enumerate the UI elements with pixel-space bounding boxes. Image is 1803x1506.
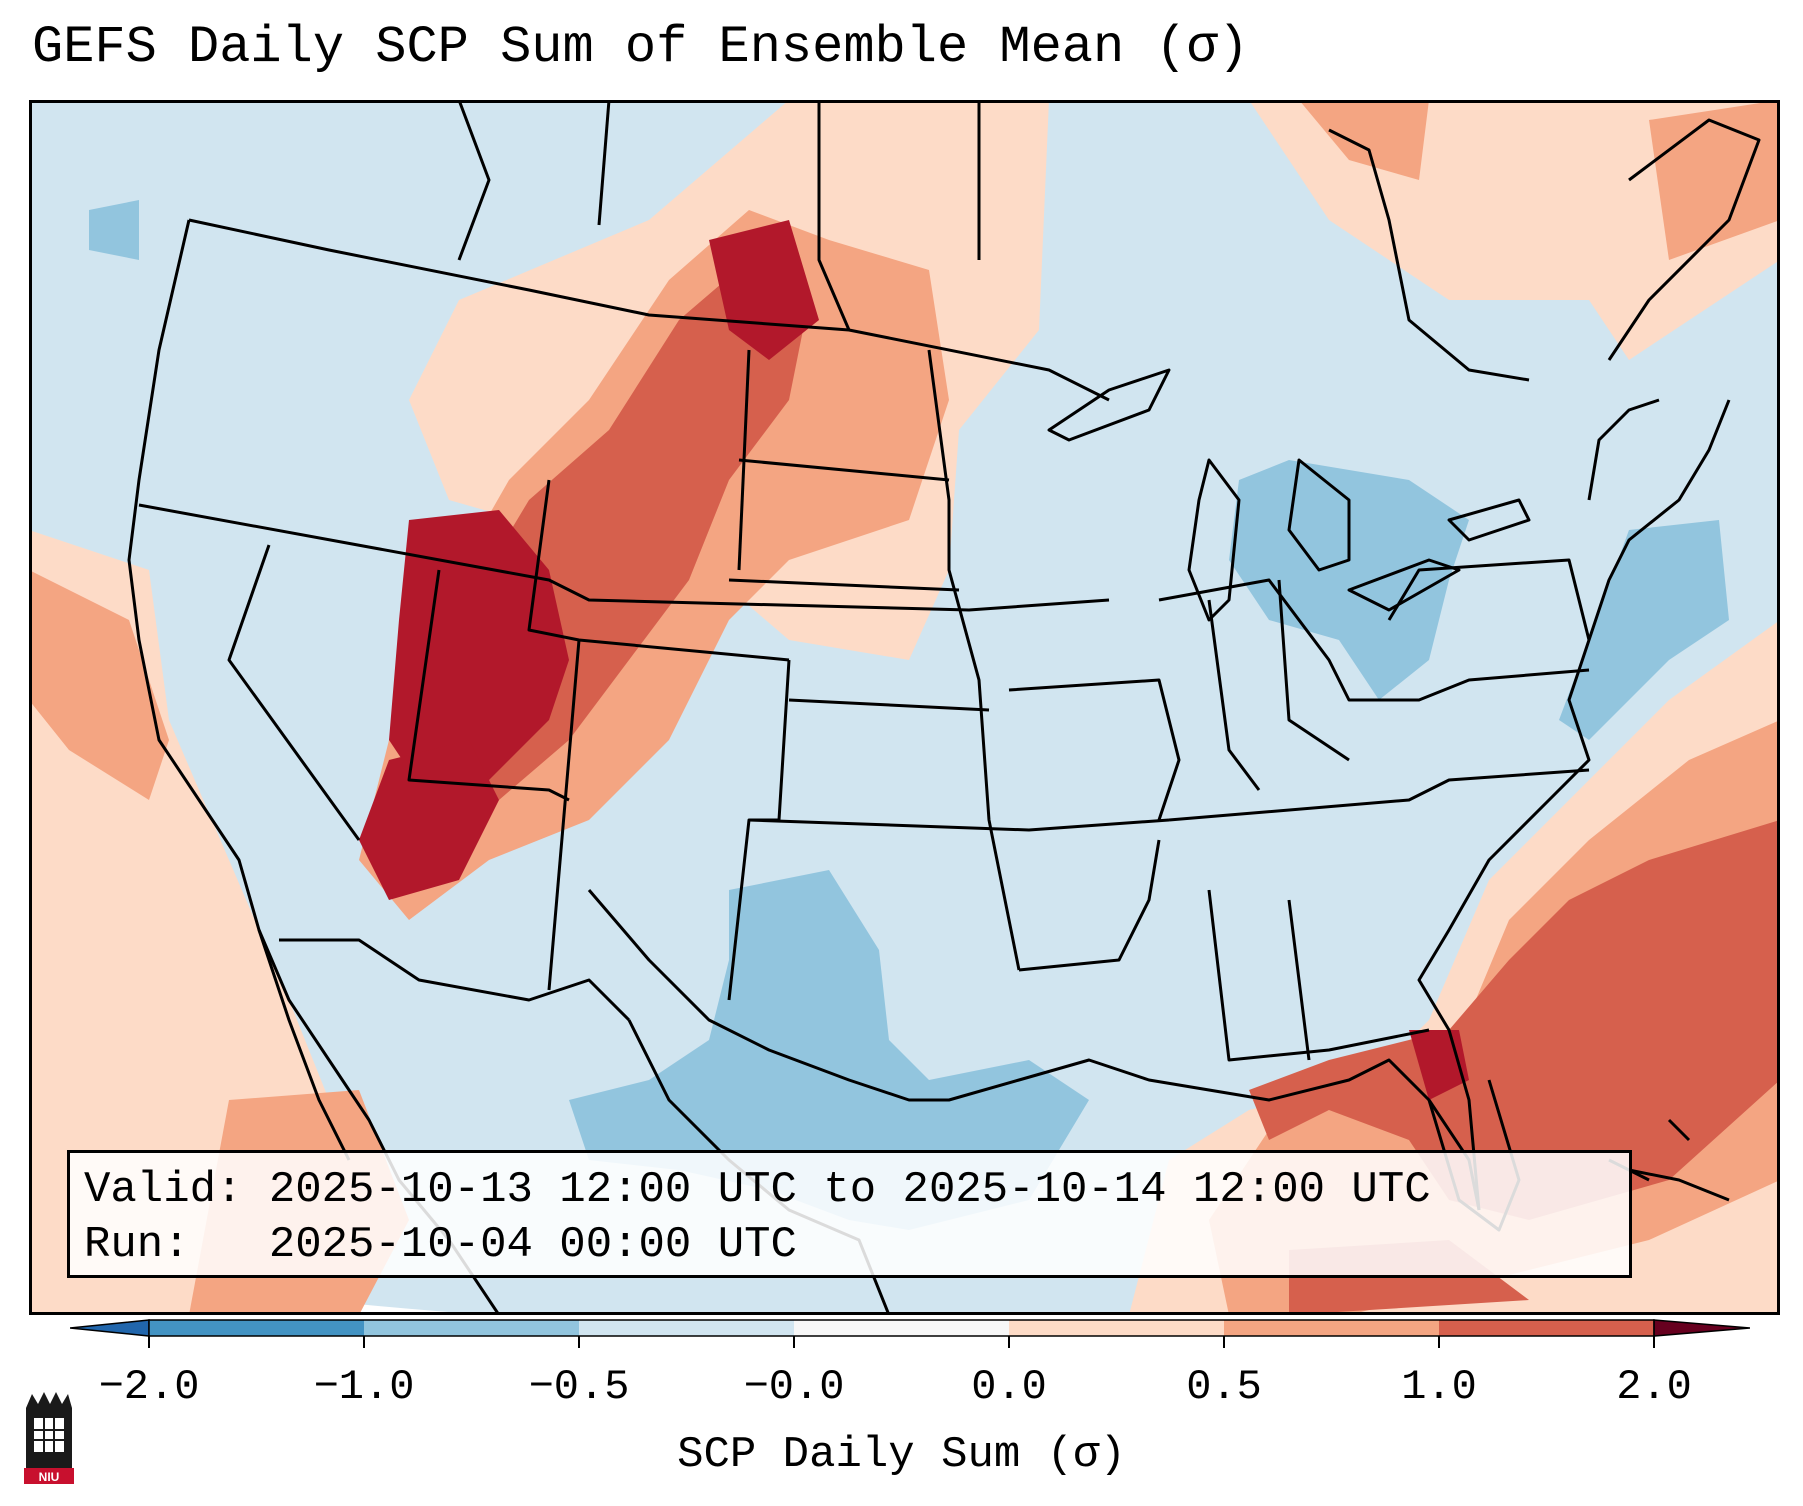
logo-text: NIU	[39, 1470, 60, 1484]
anomaly-field-atlantic-blue	[1559, 520, 1729, 740]
colorbar-tick-label: 2.0	[1616, 1363, 1692, 1411]
colorbar-tick-label: 0.5	[1186, 1363, 1262, 1411]
us-canada-border	[188, 218, 1110, 402]
chart-title: GEFS Daily SCP Sum of Ensemble Mean (σ)	[32, 18, 1249, 77]
anomaly-field-pacific-blue	[89, 200, 139, 260]
colorbar-segment	[1009, 1320, 1224, 1336]
anomaly-field-pacific-mid	[29, 570, 169, 800]
canada-line-b	[597, 100, 611, 226]
state-line-utah	[407, 569, 570, 802]
colorbar-extend-low	[70, 1319, 150, 1337]
colorbar-tick-label: −1.0	[313, 1363, 415, 1411]
state-line-az-nm	[547, 639, 581, 991]
state-line-tn	[1168, 768, 1590, 822]
state-line-ny	[1587, 398, 1660, 501]
lake-superior	[1047, 368, 1171, 442]
valid-value: 2025-10-13 12:00 UTC to 2025-10-14 12:00…	[268, 1165, 1431, 1215]
lake-ontario	[1447, 498, 1531, 542]
gulf-coastline	[587, 889, 1481, 1211]
east-coastline	[1417, 399, 1731, 1211]
state-line-nevada	[227, 544, 361, 841]
colorbar	[70, 1319, 1750, 1348]
run-label: Run:	[84, 1220, 190, 1270]
state-line-a	[138, 503, 1110, 612]
state-line-la	[1018, 839, 1161, 972]
lake-michigan	[1187, 458, 1241, 622]
bahamas-b	[1667, 1118, 1691, 1142]
run-value: 2025-10-04 00:00 UTC	[268, 1220, 797, 1270]
state-line-il-in	[1207, 599, 1261, 791]
state-line-ks	[788, 698, 990, 712]
valid-label: Valid:	[84, 1165, 243, 1215]
anomaly-field-hudson	[1299, 100, 1429, 180]
colorbar-segment	[794, 1320, 1009, 1336]
state-line-ga	[1287, 899, 1311, 1061]
colorbar-tick-label: −2.0	[98, 1363, 200, 1411]
colorbar-segment	[1439, 1320, 1654, 1336]
us-mexico-border	[279, 938, 631, 1022]
state-line-oh-va	[1158, 578, 1590, 702]
cuba-outline	[1628, 1168, 1730, 1202]
lake-erie	[1347, 558, 1461, 612]
colorbar-outline	[148, 1319, 1655, 1337]
colorbar-tick-label: −0.0	[743, 1363, 845, 1411]
valid-run-info-box: Valid: 2025-10-13 12:00 UTC to 2025-10-1…	[67, 1150, 1632, 1278]
map-panel	[29, 100, 1780, 1315]
state-line-wyoming	[527, 479, 790, 662]
niu-logo: NIU	[24, 1392, 74, 1484]
anomaly-field-atlantic-high	[1249, 820, 1780, 1220]
anomaly-field-texas-gulf	[569, 870, 1089, 1230]
canada-line-a	[457, 100, 491, 261]
map-border	[29, 100, 1780, 1315]
colorbar-segment	[364, 1320, 579, 1336]
colorbar-segment	[149, 1320, 364, 1336]
canada-line-c	[817, 100, 851, 331]
state-line-pa	[1387, 558, 1591, 641]
state-line-mo	[1008, 678, 1181, 821]
state-line-plains-east	[927, 349, 1021, 971]
map-svg	[29, 100, 1780, 1315]
colorbar-label: SCP Daily Sum (σ)	[677, 1430, 1126, 1480]
labrador-coast	[1607, 118, 1761, 361]
colorbar-segment	[579, 1320, 794, 1336]
state-line-in-oh	[1277, 579, 1350, 762]
colorbar-tick-label: 1.0	[1401, 1363, 1477, 1411]
colorbar-extend-high	[1653, 1319, 1750, 1337]
lake-huron	[1287, 458, 1351, 572]
state-line-al-ga	[1207, 889, 1430, 1062]
state-line-sd-ne	[728, 578, 960, 592]
colorbar-tick-label: −0.5	[528, 1363, 630, 1411]
colorbar-tick-label: 0.0	[971, 1363, 1047, 1411]
anomaly-field-utah-max	[389, 510, 569, 800]
anomaly-field-arizona-max	[359, 740, 499, 900]
state-line-nd-sd	[738, 458, 950, 482]
colorbar-segment	[1224, 1320, 1439, 1336]
hudson-coast	[1328, 128, 1530, 382]
state-line-ok	[748, 818, 1170, 832]
baja-coastline	[257, 929, 351, 1161]
